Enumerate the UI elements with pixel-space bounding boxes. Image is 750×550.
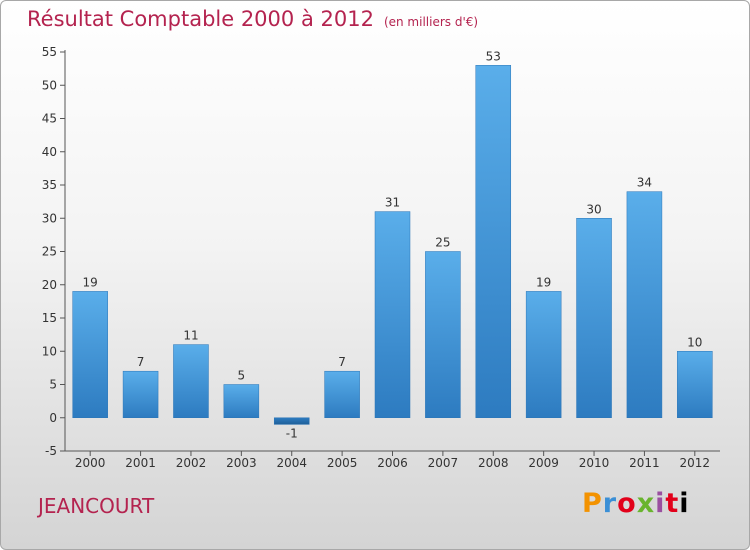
value-label: 25 (435, 236, 450, 250)
value-label: 10 (687, 335, 702, 349)
value-label: 19 (536, 275, 551, 289)
value-label: 30 (586, 202, 601, 216)
x-tick-label: 2012 (680, 456, 711, 470)
logo-letter: x (636, 488, 656, 519)
x-tick-label: 2002 (176, 456, 207, 470)
bar-2011 (626, 191, 663, 418)
y-tick-label: 0 (49, 411, 57, 425)
bar-2000 (72, 291, 108, 418)
y-tick-label: 55 (42, 45, 57, 59)
x-tick-label: 2004 (276, 456, 307, 470)
logo-letter: i (679, 488, 690, 519)
value-label: -1 (286, 426, 298, 440)
bar-2006 (374, 211, 411, 418)
y-tick-label: 5 (49, 378, 57, 392)
value-label: 7 (137, 355, 145, 369)
chart-subtitle: (en milliers d'€) (383, 15, 479, 29)
bar-2008 (475, 65, 512, 419)
y-tick-label: 50 (42, 78, 57, 92)
logo-letter: t (665, 488, 680, 519)
logo-letter: o (617, 488, 637, 519)
logo-letter: P (582, 488, 603, 519)
logo-letter: r (602, 488, 618, 519)
x-tick-label: 2007 (428, 456, 459, 470)
x-tick-label: 2006 (377, 456, 408, 470)
chart-title: Résultat Comptable 2000 à 2012 (en millie… (27, 7, 478, 31)
y-tick-label: 20 (42, 278, 57, 292)
x-tick-label: 2001 (125, 456, 156, 470)
value-label: 19 (83, 275, 98, 289)
commune-name: JEANCOURT (38, 494, 155, 518)
bar-2001 (122, 370, 159, 419)
bar-2009 (525, 291, 562, 418)
y-tick-label: 40 (42, 145, 57, 159)
x-tick-label: 2011 (629, 456, 660, 470)
chart-title-text: Résultat Comptable 2000 à 2012 (27, 7, 374, 31)
value-label: 34 (637, 176, 652, 190)
y-tick-label: 30 (42, 211, 57, 225)
bar-2002 (173, 344, 209, 419)
x-tick-label: 2010 (579, 456, 610, 470)
bar-2010 (576, 218, 612, 418)
y-tick-label: 15 (42, 311, 57, 325)
proxiti-logo: Proxiti (582, 488, 690, 519)
y-tick-label: 25 (42, 245, 57, 259)
y-tick-label: -5 (45, 444, 57, 458)
bar-2007 (425, 251, 461, 418)
y-tick-label: 35 (42, 178, 57, 192)
x-tick-label: 2003 (226, 456, 257, 470)
bar-2012 (677, 351, 713, 418)
bar-2005 (324, 370, 360, 419)
bar-2004 (273, 417, 310, 425)
x-tick-label: 2000 (75, 456, 106, 470)
value-label: 11 (183, 329, 198, 343)
y-tick-label: 10 (42, 344, 57, 358)
value-label: 53 (486, 49, 501, 63)
y-tick-label: 45 (42, 112, 57, 126)
chart-labels: 19 7 11 5 -1 7 31 25 53 19 30 34 10 (83, 49, 703, 440)
chart-bars (72, 65, 713, 425)
logo-letter: i (655, 488, 666, 519)
bar-2003 (223, 384, 260, 418)
value-label: 7 (338, 355, 346, 369)
value-label: 31 (385, 196, 400, 210)
chart-axes: -5 0 5 10 15 20 25 30 35 40 45 50 55 2000 2001 2002 2003… (42, 45, 720, 470)
x-tick-label: 2009 (528, 456, 559, 470)
value-label: 5 (238, 369, 246, 383)
x-tick-label: 2008 (478, 456, 509, 470)
x-tick-label: 2005 (327, 456, 358, 470)
